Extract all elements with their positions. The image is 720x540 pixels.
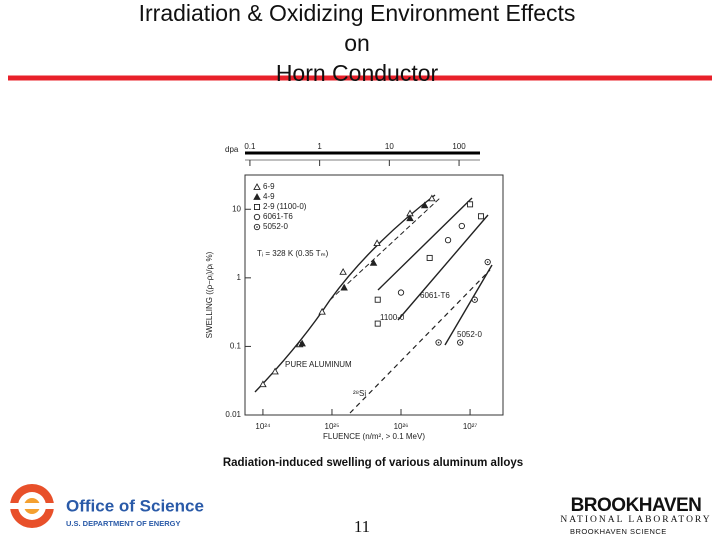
y-axis-label: SWELLING ((ρ−ρᵢ)/ρᵢ %): [205, 251, 214, 338]
doe-title: Office of Science: [66, 496, 204, 515]
y-tick-label: 10: [232, 204, 241, 213]
top-tick-label: 10: [385, 142, 394, 151]
plot-frame: [244, 174, 504, 416]
marker: [458, 222, 465, 230]
top-axis-label: dpa: [225, 145, 239, 154]
fit-curve: [397, 214, 489, 321]
marker-dot: [486, 261, 489, 263]
legend-label: 5052-0: [263, 222, 288, 231]
marker: [253, 183, 261, 190]
page-number: 11: [354, 517, 370, 536]
annotation: Tᵢ = 328 K (0.35 Tₘ): [257, 249, 329, 258]
fit-curve: [377, 197, 473, 291]
bnl-logo: BROOKHAVEN NATIONAL LABORATORY BROOKHAVE…: [560, 495, 711, 536]
marker: [406, 214, 414, 222]
title-line: on: [344, 30, 370, 56]
bnl-title: BROOKHAVEN: [571, 495, 702, 516]
y-tick-label: 0.1: [230, 342, 242, 351]
marker: [318, 307, 326, 315]
marker: [369, 259, 378, 266]
marker-dot: [437, 341, 440, 344]
figure-caption: Radiation-induced swelling of various al…: [223, 457, 523, 469]
marker: [428, 194, 436, 202]
marker: [397, 289, 405, 296]
x-tick-label: 10²⁶: [394, 422, 409, 431]
marker: [253, 213, 261, 221]
marker-dot: [473, 298, 476, 301]
x-axis-label: FLUENCE (n/m², > 0.1 MeV): [323, 432, 425, 441]
title-line: Horn Conductor: [276, 60, 439, 86]
marker: [339, 267, 347, 275]
annotation: 5052-0: [457, 330, 482, 339]
doe-subtitle: U.S. DEPARTMENT OF ENERGY: [66, 519, 180, 528]
marker: [374, 320, 381, 327]
marker: [444, 236, 452, 244]
marker: [298, 339, 306, 347]
fit-curve: [444, 264, 493, 346]
marker: [259, 380, 267, 388]
marker: [374, 296, 381, 303]
annotation: PURE ALUMINUM: [285, 360, 352, 369]
marker: [477, 213, 484, 220]
marker: [253, 193, 261, 200]
x-tick-label: 10²⁵: [325, 422, 340, 431]
legend-label: 6-9: [263, 182, 275, 191]
title-line: Irradiation & Oxidizing Environment Effe…: [139, 0, 576, 26]
bnl-subtitle: NATIONAL LABORATORY: [560, 515, 711, 525]
legend-label: 2-9 (1100-0): [263, 202, 307, 211]
x-tick-label: 10²⁴: [255, 422, 271, 431]
annotation: 6061-T6: [420, 291, 450, 300]
fit-curve: [329, 197, 441, 301]
annotation: ²⁸Si: [353, 389, 366, 398]
marker: [340, 283, 348, 291]
x-tick-label: 10²⁷: [463, 422, 478, 431]
marker: [271, 367, 279, 375]
fit-curve: [349, 269, 491, 414]
marker: [426, 254, 433, 261]
figure: Tᵢ = 328 K (0.35 Tₘ) PURE ALUMINUM 1100-…: [205, 142, 504, 441]
marker: [467, 201, 474, 208]
annotation: 1100-0: [380, 313, 405, 322]
logo-swirl: [6, 503, 58, 509]
doe-logo: Office of Science U.S. DEPARTMENT OF ENE…: [6, 484, 204, 528]
y-tick-label: 1: [237, 273, 242, 282]
marker: [420, 201, 429, 209]
legend-label: 6061-T6: [263, 212, 293, 221]
marker: [253, 203, 260, 210]
y-tick-label: 0.01: [225, 410, 241, 419]
marker-dot: [459, 341, 462, 344]
marker: [373, 239, 381, 247]
top-tick-label: 0.1: [244, 142, 256, 151]
bnl-footer: BROOKHAVEN SCIENCE: [570, 527, 667, 536]
legend-label: 4-9: [263, 192, 275, 201]
marker-dot: [256, 226, 258, 228]
top-tick-label: 1: [317, 142, 322, 151]
top-tick-label: 100: [452, 142, 466, 151]
